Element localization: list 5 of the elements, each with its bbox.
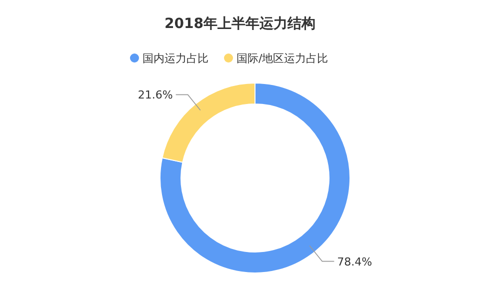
legend-label: 国内运力占比 <box>142 52 208 65</box>
legend-label: 国际/地区运力占比 <box>236 52 328 65</box>
data-label: 21.6% <box>138 88 173 102</box>
chart-title: 2018年上半年运力结构 <box>164 16 316 32</box>
data-label: 78.4% <box>337 255 372 268</box>
